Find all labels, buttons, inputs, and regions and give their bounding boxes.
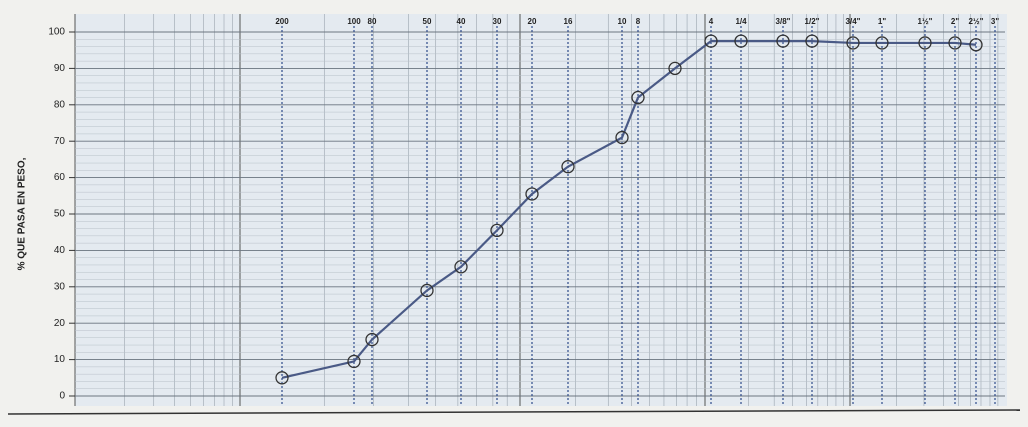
- x-tick-label: 1": [878, 17, 886, 26]
- y-tick-label: 0: [59, 391, 65, 402]
- y-tick-label: 70: [54, 136, 66, 147]
- x-tick-label: 3/4": [846, 17, 861, 26]
- x-tick-label: 3/8": [776, 17, 791, 26]
- y-tick-label: 10: [54, 354, 66, 365]
- data-point: [948, 36, 962, 50]
- data-point: [275, 371, 289, 385]
- x-tick-label: 30: [493, 17, 502, 26]
- y-axis-label: % QUE PASA EN PESO,: [17, 157, 28, 270]
- gradation-curve: [281, 40, 977, 379]
- y-tick-label: 50: [54, 209, 66, 220]
- data-point: [875, 36, 889, 50]
- x-tick-label: 1/2": [805, 17, 820, 26]
- y-tick-label: 90: [54, 63, 66, 74]
- data-point: [969, 38, 983, 52]
- x-tick-label: 50: [423, 17, 432, 26]
- data-point: [704, 34, 718, 48]
- y-tick-label: 30: [54, 281, 66, 292]
- data-point: [561, 160, 575, 174]
- x-tick-label: 1/4: [735, 17, 747, 26]
- x-tick-label: 1½": [918, 17, 933, 26]
- data-point: [918, 36, 932, 50]
- y-tick-label: 20: [54, 318, 66, 329]
- x-tick-label: 100: [347, 17, 361, 26]
- data-point: [805, 34, 819, 48]
- data-point: [365, 332, 379, 347]
- y-tick-label: 60: [54, 172, 66, 183]
- data-point: [846, 36, 860, 50]
- x-tick-label: 40: [457, 17, 466, 26]
- data-point: [347, 354, 361, 369]
- x-tick-label: 3": [991, 17, 999, 26]
- data-point: [454, 260, 468, 274]
- data-point: [668, 61, 682, 76]
- data-point: [776, 34, 790, 48]
- x-tick-label: 80: [368, 17, 377, 26]
- page-rule: [7, 409, 1021, 415]
- x-tick-label: 2": [951, 17, 959, 26]
- y-tick-label: 80: [54, 99, 66, 110]
- data-point: [420, 283, 434, 298]
- data-point: [615, 130, 629, 145]
- x-tick-label: 20: [528, 17, 537, 26]
- x-tick-label: 8: [636, 17, 641, 26]
- x-tick-label: 200: [275, 17, 289, 26]
- data-point: [734, 34, 748, 48]
- plot-background: [75, 14, 1007, 406]
- data-point: [631, 90, 645, 105]
- x-tick-label: 10: [618, 17, 627, 26]
- y-tick-label: 40: [54, 245, 66, 256]
- y-tick-label: 100: [48, 27, 65, 38]
- x-tick-label: 2½": [969, 17, 984, 26]
- data-point: [525, 187, 539, 201]
- data-point: [490, 223, 504, 238]
- x-tick-label: 16: [564, 17, 573, 26]
- x-tick-label: 4: [709, 17, 714, 26]
